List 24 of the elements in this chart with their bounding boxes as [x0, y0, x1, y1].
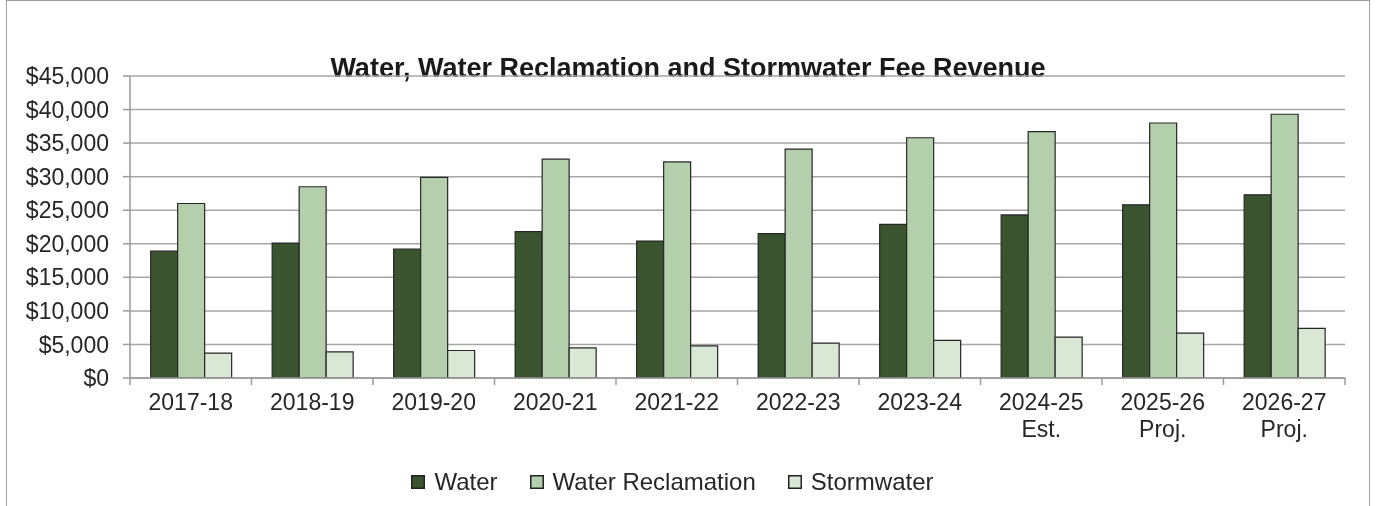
x-tick-label: 2025-26 Proj. — [1120, 389, 1205, 442]
y-tick-label: $0 — [83, 365, 109, 392]
x-tick-label: 2017-18 — [148, 389, 233, 415]
legend-label: Stormwater — [810, 468, 934, 496]
x-tick-label: 2024-25 Est. — [999, 389, 1084, 442]
y-tick-label: $10,000 — [25, 298, 109, 325]
y-tick-label: $25,000 — [25, 197, 109, 224]
y-tick-label: $45,000 — [25, 63, 109, 90]
y-tick-label: $35,000 — [25, 130, 109, 157]
x-tick-label: 2020-21 — [513, 389, 598, 415]
x-tick-label: 2021-22 — [634, 389, 719, 415]
x-tick-label: 2019-20 — [391, 389, 476, 415]
y-tick-label: $30,000 — [25, 163, 109, 190]
x-tick-label: 2022-23 — [756, 389, 841, 415]
y-tick-label: $15,000 — [25, 264, 109, 291]
legend-label: Water — [434, 468, 498, 496]
x-tick-label: 2026-27 Proj. — [1242, 389, 1327, 442]
x-tick-label: 2018-19 — [270, 389, 355, 415]
legend-label: Water Reclamation — [552, 468, 756, 496]
y-tick-label: $20,000 — [25, 230, 109, 257]
y-tick-label: $5,000 — [38, 331, 109, 358]
x-tick-label: 2023-24 — [877, 389, 963, 415]
y-tick-label: $40,000 — [25, 96, 109, 123]
chart-title: Water, Water Reclamation and Stormwater Fee Revenue — [330, 53, 1046, 83]
